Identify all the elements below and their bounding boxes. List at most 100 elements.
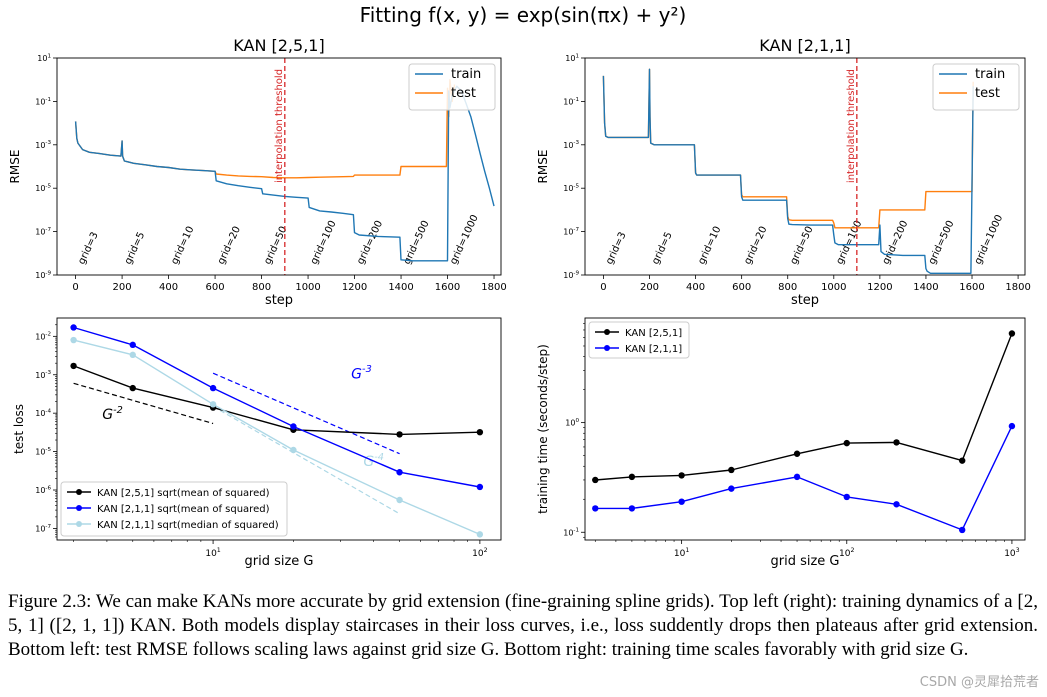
data-point bbox=[70, 324, 77, 331]
grid-label: grid=500 bbox=[927, 219, 957, 266]
x-tick-label: 400 bbox=[686, 282, 705, 293]
figure-canvas: Fitting f(x, y) = exp(sin(πx) + y²) grid… bbox=[8, 3, 1031, 569]
legend-label: KAN [2,1,1] sqrt(median of squared) bbox=[97, 520, 279, 531]
data-point bbox=[678, 498, 685, 505]
legend-label-test: test bbox=[975, 86, 1000, 101]
legend-box bbox=[60, 481, 288, 537]
x-tick-label: 1800 bbox=[1005, 282, 1030, 293]
grid-label: grid=10 bbox=[696, 225, 723, 267]
grid-label: grid=10 bbox=[169, 225, 196, 267]
grid-label: grid=20 bbox=[742, 225, 769, 267]
grid-label: grid=50 bbox=[788, 225, 815, 267]
data-point bbox=[1008, 422, 1016, 430]
y-tick-label: 10-4 bbox=[35, 409, 51, 419]
x-tick-label: 600 bbox=[206, 282, 225, 293]
data-point bbox=[628, 505, 636, 512]
data-point bbox=[396, 496, 403, 504]
interpolation-threshold-label: interpolation threshold bbox=[846, 69, 857, 183]
data-point bbox=[843, 439, 850, 447]
reference-line bbox=[73, 382, 214, 425]
interpolation-threshold-label: interpolation threshold bbox=[274, 69, 285, 183]
x-tick-label: 102 bbox=[839, 547, 854, 559]
x-tick-label: 0 bbox=[600, 282, 606, 293]
legend-label: KAN [2,1,1] bbox=[625, 344, 682, 355]
series-line bbox=[595, 425, 1013, 531]
x-tick-label: 1200 bbox=[867, 282, 892, 293]
reference-label: G-2 bbox=[102, 405, 123, 423]
data-point bbox=[290, 423, 297, 430]
x-tick-label: 600 bbox=[732, 282, 751, 293]
reference-label: G-3 bbox=[351, 364, 372, 382]
series-test bbox=[602, 68, 974, 229]
legend-box bbox=[588, 321, 690, 359]
x-tick-label: 102 bbox=[472, 547, 487, 559]
x-tick-label: 1800 bbox=[481, 282, 506, 293]
y-tick-label: 10-6 bbox=[35, 485, 51, 495]
legend-label-train: train bbox=[975, 67, 1005, 82]
grid-label: grid=500 bbox=[402, 219, 432, 266]
y-tick-label: 10-2 bbox=[35, 332, 51, 342]
grid-label: grid=200 bbox=[881, 219, 911, 266]
watermark: CSDN @灵犀拾荒者 bbox=[919, 675, 1039, 690]
data-point bbox=[893, 501, 900, 508]
y-tick-label: 10-9 bbox=[563, 270, 579, 280]
legend-label-test: test bbox=[451, 86, 476, 101]
y-tick-label: 101 bbox=[37, 53, 51, 63]
y-tick-label: 10-7 bbox=[35, 227, 51, 237]
x-tick-label: 1000 bbox=[295, 282, 320, 293]
panel-bottom-left: G-2 G-3 G-4 KAN [2,5,1] sqrt(mean of square… bbox=[12, 317, 502, 569]
legend-box bbox=[932, 63, 1020, 111]
series-train bbox=[602, 68, 974, 274]
data-point bbox=[209, 401, 217, 408]
y-tick-label: 10-5 bbox=[35, 447, 51, 457]
x-tick-label: 200 bbox=[113, 282, 132, 293]
data-point bbox=[793, 450, 801, 457]
legend-marker bbox=[604, 345, 610, 351]
grid-label: grid=1000 bbox=[973, 213, 1006, 266]
x-tick-label: 1400 bbox=[388, 282, 413, 293]
data-point bbox=[728, 466, 735, 474]
data-point bbox=[129, 351, 136, 359]
x-tick-label: 1600 bbox=[435, 282, 460, 293]
grid-label: grid=3 bbox=[604, 231, 628, 267]
grid-label: grid=5 bbox=[123, 231, 147, 267]
y-axis-label: training time (seconds/step) bbox=[536, 344, 550, 514]
x-tick-label: 1400 bbox=[913, 282, 938, 293]
panel-top-left: grid=3 grid=5 grid=10 grid=20 grid=50 grid=10… bbox=[8, 36, 507, 308]
y-tick-label: 10-7 bbox=[563, 227, 579, 237]
y-tick-label: 10-3 bbox=[35, 370, 51, 380]
x-tick-label: 1600 bbox=[959, 282, 984, 293]
series-line bbox=[73, 339, 481, 536]
y-axis-label: RMSE bbox=[8, 150, 22, 184]
panel-bottom-right: KAN [2,5,1] KAN [2,1,1] grid size G trainin… bbox=[536, 317, 1026, 569]
y-tick-label: 10-1 bbox=[563, 528, 579, 538]
axes-frame bbox=[56, 317, 502, 541]
x-tick-label: 800 bbox=[252, 282, 271, 293]
y-tick-label: 101 bbox=[565, 53, 579, 63]
x-tick-label: 101 bbox=[674, 547, 689, 559]
x-axis-label: step bbox=[265, 293, 293, 308]
panel-title: KAN [2,5,1] bbox=[233, 36, 324, 55]
legend-label: KAN [2,5,1] bbox=[625, 328, 682, 339]
y-tick-label: 10-3 bbox=[563, 140, 579, 150]
y-axis-label: test loss bbox=[12, 404, 26, 454]
panel-top-right: grid=3 grid=5 grid=10 grid=20 grid=50 grid=10… bbox=[536, 36, 1031, 308]
x-tick-label: 1000 bbox=[821, 282, 846, 293]
data-point bbox=[209, 384, 217, 392]
grid-label: grid=100 bbox=[835, 219, 865, 266]
data-point bbox=[476, 428, 484, 436]
legend-marker bbox=[76, 489, 82, 495]
x-tick-label: 1200 bbox=[342, 282, 367, 293]
data-point bbox=[959, 526, 966, 534]
grid-label: grid=3 bbox=[76, 231, 100, 267]
y-tick-label: 10-9 bbox=[35, 270, 51, 280]
legend-label-train: train bbox=[451, 67, 481, 82]
y-tick-label: 100 bbox=[565, 418, 579, 428]
x-tick-label: 0 bbox=[72, 282, 78, 293]
data-point bbox=[959, 457, 966, 464]
grid-label: grid=200 bbox=[355, 219, 385, 266]
data-point bbox=[129, 341, 136, 349]
y-tick-label: 10-1 bbox=[563, 97, 579, 107]
axes-frame bbox=[584, 317, 1026, 541]
reference-label: G-4 bbox=[363, 452, 384, 470]
